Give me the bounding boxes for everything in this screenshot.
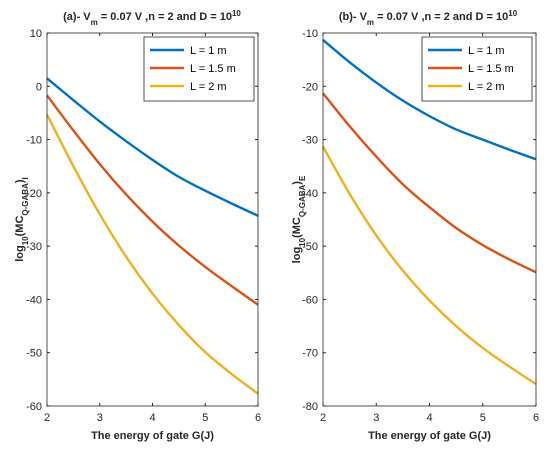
y-label-subscript: E: [298, 175, 307, 181]
title-superscript: 10: [508, 9, 517, 18]
y-tick-label: -50: [26, 348, 42, 360]
legend-label: L = 1.5 m: [190, 63, 236, 75]
y-label-text: log: [291, 247, 303, 264]
series-line-2: [322, 92, 537, 274]
x-tick-label: 6: [533, 412, 539, 424]
x-tick-label: 4: [426, 412, 432, 424]
legend-label: L = 1 m: [190, 45, 227, 57]
y-tick-label: -20: [302, 81, 318, 93]
y-tick-label: -60: [26, 401, 42, 413]
y-tick-label: -30: [302, 135, 318, 147]
x-axis-label: The energy of gate G(J): [91, 430, 214, 442]
series-line-2: [46, 94, 259, 306]
y-tick-label: -10: [302, 28, 318, 40]
y-label-subscript: 10: [298, 237, 307, 246]
y-label-text: log: [14, 245, 26, 262]
x-tick-label: 6: [255, 412, 261, 424]
y-tick-label: -40: [302, 188, 318, 200]
series-line-1: [46, 77, 259, 217]
y-tick-label: -10: [26, 135, 42, 147]
x-tick-label: 3: [373, 412, 379, 424]
series-line-1: [322, 39, 537, 161]
series-line-3: [321, 145, 537, 386]
x-tick-label: 4: [149, 412, 155, 424]
legend-label: L = 1.5 m: [468, 63, 514, 75]
y-label-subscript: I: [21, 177, 30, 179]
x-tick-label: 5: [202, 412, 208, 424]
legend-label: L = 1 m: [468, 45, 505, 57]
x-tick-label: 3: [97, 412, 103, 424]
y-tick-label: -20: [26, 188, 42, 200]
y-label-subscript: Q-GABA: [21, 183, 30, 216]
title-subscript: m: [367, 18, 374, 27]
y-tick-label: -80: [302, 401, 318, 413]
y-tick-label: 0: [36, 81, 42, 93]
chart-title: (a)- Vm = 0.07 V ,n = 2 and D = 1010: [63, 9, 241, 27]
y-label-text: ): [291, 181, 303, 185]
y-label-text: (MC: [291, 217, 303, 238]
y-tick-label: -30: [26, 241, 42, 253]
title-superscript: 10: [232, 9, 241, 18]
y-tick-label: -40: [26, 294, 42, 306]
y-label-subscript: Q-GABA: [298, 184, 307, 217]
y-axis-label: log10(MCQ-GABA)E: [291, 175, 307, 263]
chart-title: (b)- Vm = 0.07 V ,n = 2 and D = 1010: [339, 9, 518, 27]
y-label-subscript: 10: [21, 236, 30, 245]
legend-label: L = 2 m: [468, 81, 505, 93]
y-tick-label: -70: [302, 348, 318, 360]
legend: L = 1 m L = 1.5 m L = 2 m: [421, 36, 533, 102]
y-axis-label: log10(MCQ-GABA)I: [14, 177, 30, 262]
y-label-text: (MC: [14, 216, 26, 237]
y-tick-label: -50: [302, 241, 318, 253]
y-label-text: ): [14, 179, 26, 183]
title-text: (a)- V: [63, 11, 91, 23]
x-tick-label: 2: [44, 412, 50, 424]
y-tick-label: -60: [302, 294, 318, 306]
x-tick-label: 2: [320, 412, 326, 424]
legend-label: L = 2 m: [190, 81, 227, 93]
x-axis-label: The energy of gate G(J): [368, 430, 491, 442]
chart-panel-b: 2 3 4 5 6 -80 -70 -60 -50 -40 -30 -20 -10 (b)- Vm = 0…: [291, 9, 539, 443]
series-line-3: [45, 113, 259, 395]
title-subscript: m: [91, 18, 98, 27]
y-tick-label: 10: [30, 28, 42, 40]
x-tick-label: 5: [480, 412, 486, 424]
title-text: = 0.07 V ,n = 2 and D = 10: [98, 11, 232, 23]
title-text: = 0.07 V ,n = 2 and D = 10: [374, 11, 508, 23]
legend: L = 1 m L = 1.5 m L = 2 m: [143, 36, 255, 102]
title-text: (b)- V: [339, 11, 368, 23]
